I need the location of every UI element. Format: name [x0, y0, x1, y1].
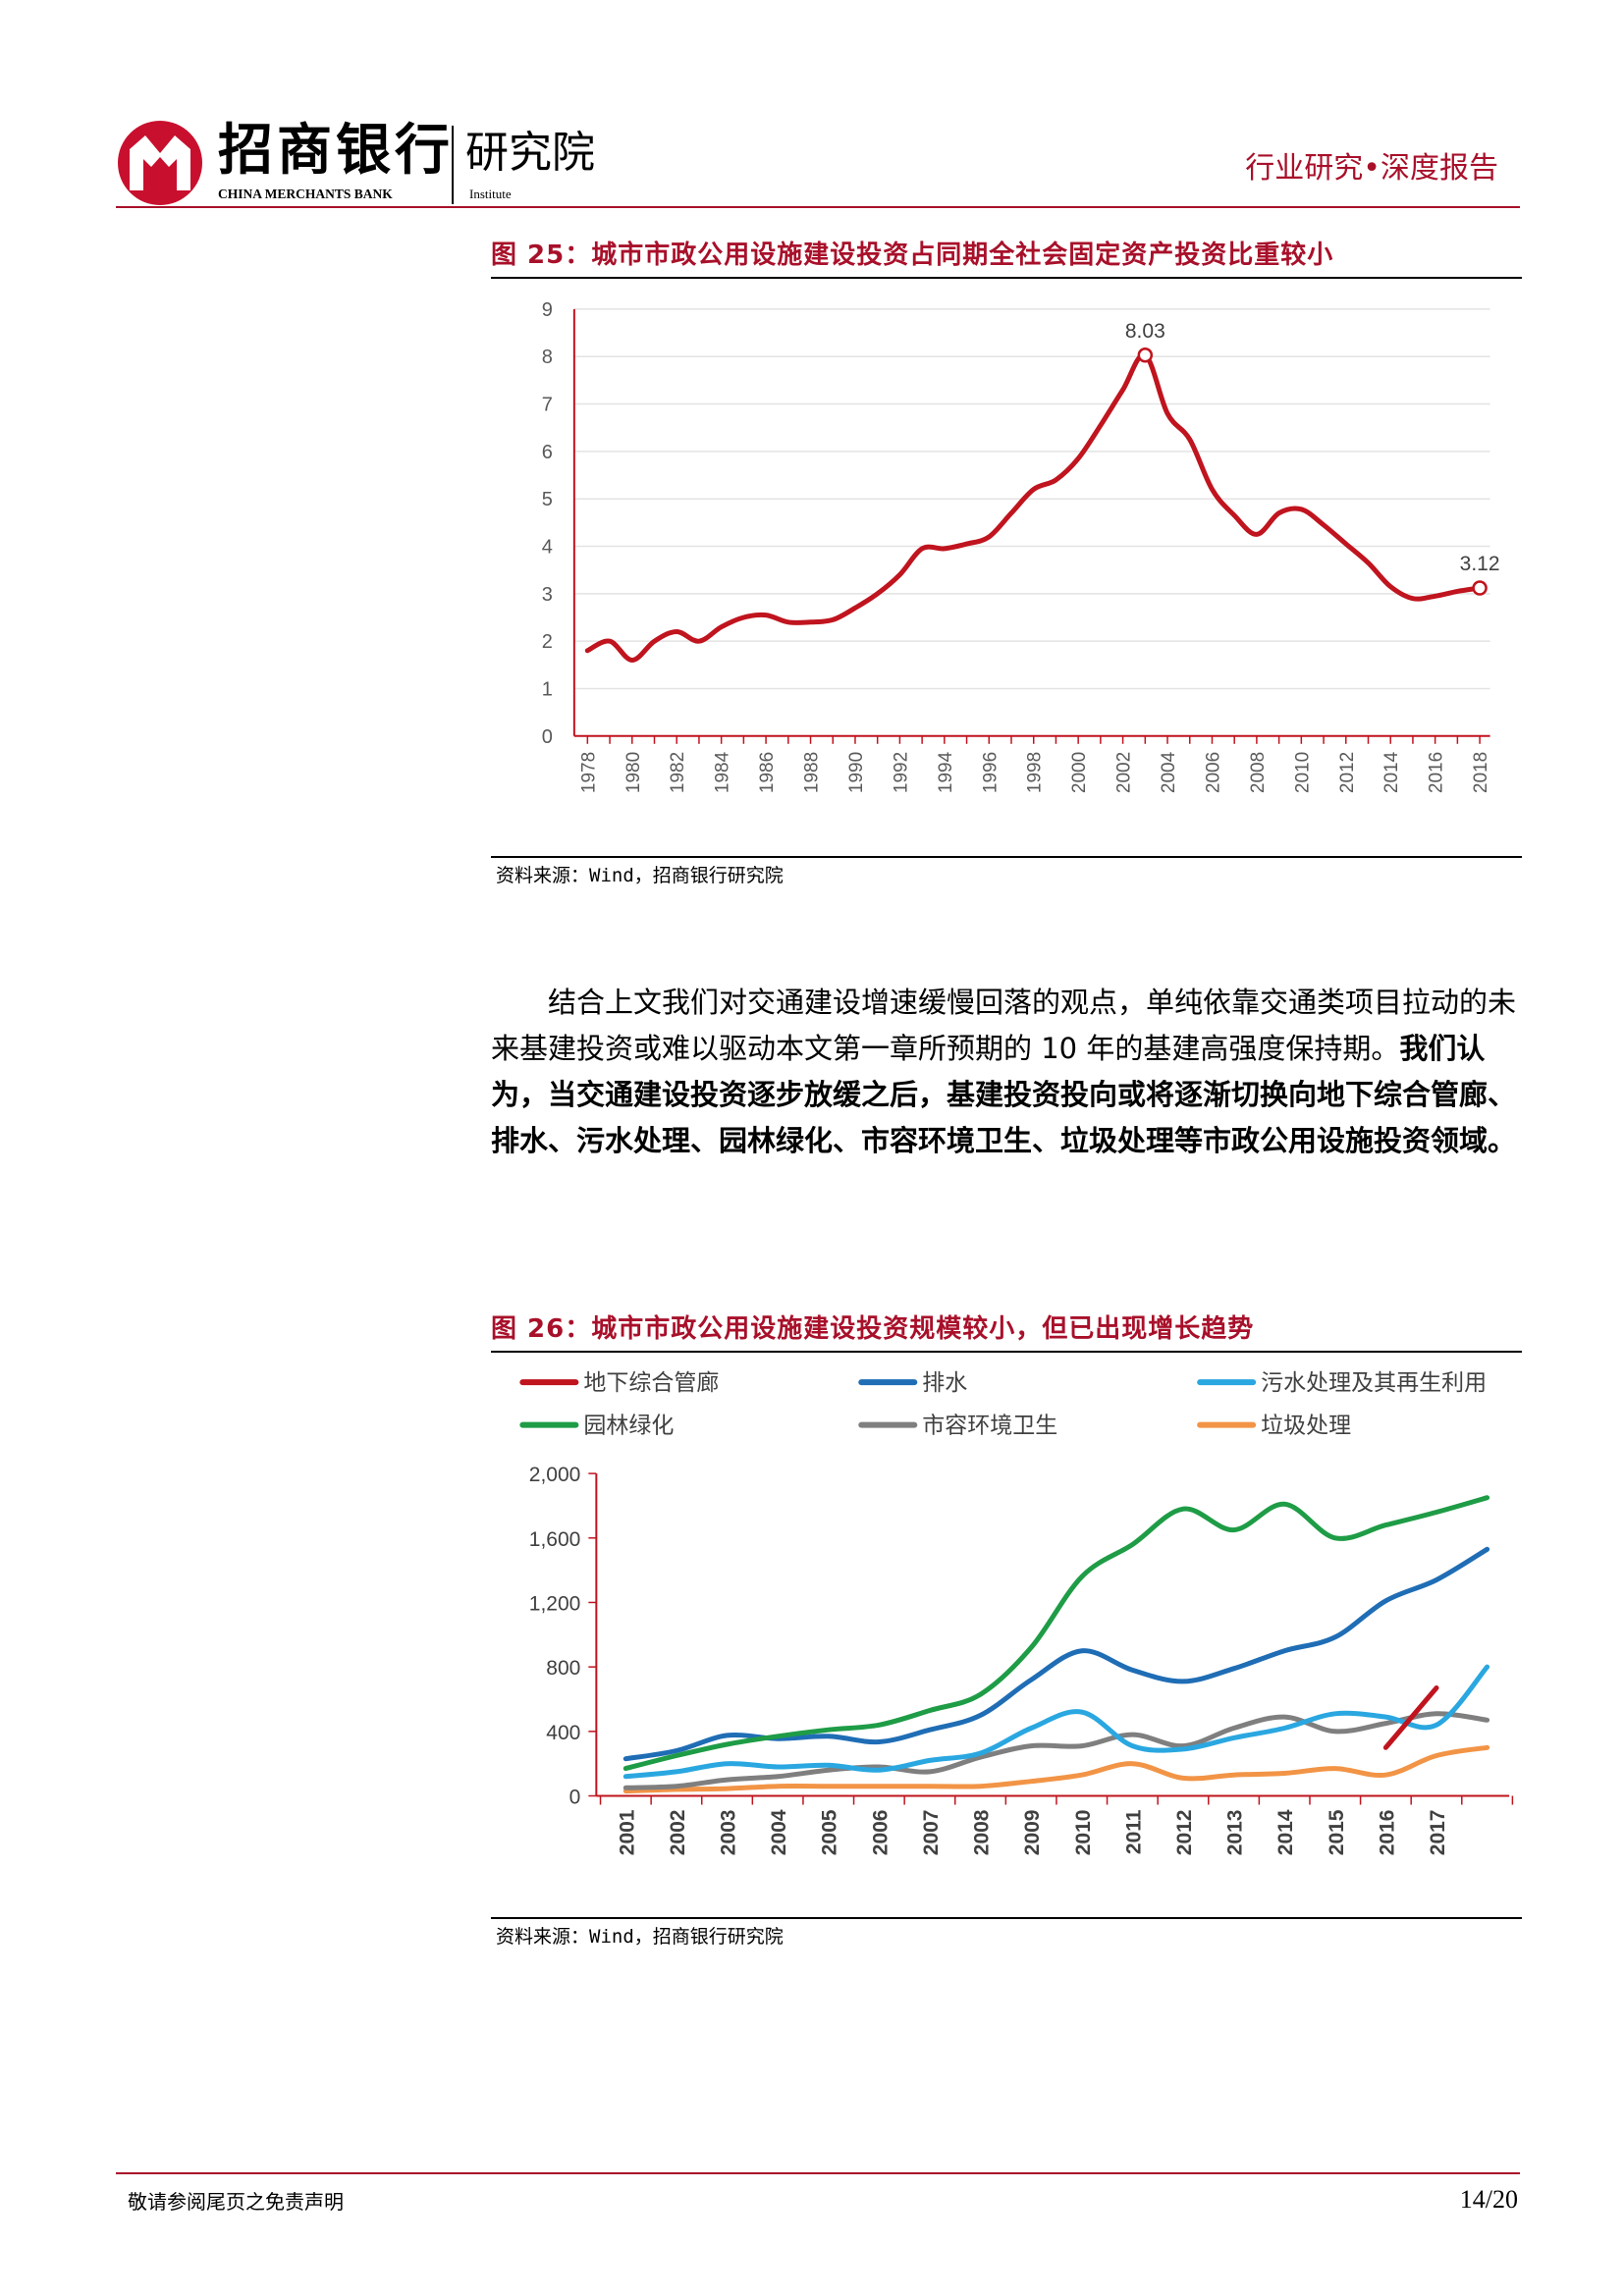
y-tick-label: 0 [569, 1787, 581, 1809]
x-tick-label: 2002 [667, 1810, 689, 1856]
body-paragraph: 结合上文我们对交通建设增速缓慢回落的观点，单纯依靠交通类项目拉动的未来基建投资或… [491, 980, 1526, 1164]
x-tick-label: 2004 [1159, 751, 1179, 793]
y-tick-label: 400 [546, 1722, 580, 1744]
figure-25-title: 图 25：城市市政公用设施建设投资占同期全社会固定资产投资比重较小 [491, 240, 1334, 270]
x-tick-label: 1984 [713, 751, 733, 793]
annotated-point [1472, 580, 1488, 596]
x-tick-label: 1996 [980, 752, 1001, 793]
series-line-investment-share [584, 352, 1483, 663]
figure-25-bottom-rule [491, 856, 1522, 858]
x-tick-label: 2006 [1203, 752, 1223, 793]
x-tick-label: 2013 [1224, 1810, 1247, 1856]
y-tick-label: 1,200 [529, 1592, 581, 1615]
legend-label: 地下综合管廊 [583, 1369, 719, 1395]
y-tick-label: 4 [542, 537, 553, 559]
institute-name-cn: 研究院 [465, 128, 595, 178]
header-divider [452, 126, 454, 204]
figure-25-source: 资料来源：Wind，招商银行研究院 [496, 865, 784, 886]
annotated-point [1137, 347, 1154, 363]
bank-logo-icon [118, 121, 202, 205]
x-tick-label: 2016 [1427, 752, 1447, 793]
x-tick-label: 1986 [757, 752, 778, 793]
paragraph-normal-text: 结合上文我们对交通建设增速缓慢回落的观点，单纯依靠交通类项目拉动的未来基建投资或… [491, 986, 1517, 1065]
legend-label: 市容环境卫生 [922, 1413, 1057, 1438]
x-tick-label: 2001 [616, 1809, 638, 1855]
y-tick-label: 8 [542, 347, 553, 368]
x-tick-label: 2014 [1274, 1809, 1297, 1855]
x-tick-label: 1982 [668, 752, 688, 793]
x-tick-label: 2018 [1471, 752, 1491, 793]
report-type-label: 行业研究•深度报告 [1245, 151, 1498, 186]
x-tick-label: 1988 [802, 752, 823, 793]
figure-26-title: 图 26：城市市政公用设施建设投资规模较小，但已出现增长趋势 [491, 1314, 1255, 1344]
y-tick-label: 5 [542, 489, 553, 510]
y-tick-label: 9 [542, 299, 553, 321]
x-tick-label: 2008 [1248, 752, 1269, 793]
x-tick-label: 1992 [891, 752, 911, 793]
x-tick-label: 1994 [936, 751, 956, 793]
x-tick-label: 2007 [920, 1810, 943, 1856]
x-tick-label: 2017 [1427, 1810, 1449, 1856]
figure-25-chart: 0 1 2 3 4 5 6 7 8 9 1978 1980 1982 1984 1986 1988 1990 19… [542, 299, 1500, 793]
header-rule [116, 206, 1520, 208]
x-tick-label: 2015 [1326, 1809, 1348, 1855]
y-tick-label: 6 [542, 442, 553, 463]
disclaimer-text: 敬请参阅尾页之免责声明 [128, 2190, 344, 2214]
legend-label: 污水处理及其再生利用 [1261, 1369, 1487, 1395]
x-tick-label: 2000 [1069, 752, 1090, 793]
y-tick-label: 1 [542, 678, 553, 700]
data-label: 3.12 [1460, 553, 1500, 575]
figure-26-bottom-rule [491, 1917, 1522, 1919]
y-tick-label: 3 [542, 584, 553, 606]
x-tick-label: 2014 [1381, 751, 1402, 793]
figure-25-top-rule [491, 277, 1522, 279]
x-tick-label: 2002 [1114, 752, 1135, 793]
brand-name-cn: 招商银行 [218, 118, 454, 183]
y-tick-label: 2,000 [529, 1464, 581, 1486]
x-tick-label: 2012 [1337, 752, 1358, 793]
x-tick-label: 1978 [578, 752, 599, 793]
page-number: 14/20 [1459, 2185, 1518, 2214]
institute-name-en: Institute [469, 187, 512, 201]
x-tick-label: 1980 [623, 752, 644, 793]
data-label: 8.03 [1125, 320, 1165, 343]
x-tick-label: 1990 [846, 752, 867, 793]
series-line-3 [623, 1495, 1490, 1772]
x-tick-label: 2006 [869, 1810, 892, 1856]
x-tick-label: 2003 [718, 1810, 740, 1856]
x-tick-label: 2008 [971, 1809, 994, 1855]
x-tick-label: 2005 [819, 1809, 841, 1855]
footer-rule [116, 2172, 1520, 2174]
x-tick-label: 2012 [1173, 1810, 1196, 1856]
y-tick-label: 800 [546, 1657, 580, 1680]
series-line-4 [623, 1711, 1490, 1790]
paragraph-bold-text: 我们认为，当交通建设投资逐步放缓之后，基建投资投向或将逐渐切换向地下综合管廊、排… [491, 1032, 1517, 1157]
y-tick-label: 7 [542, 395, 553, 416]
series-line-5 [623, 1744, 1490, 1794]
figure-26-source: 资料来源：Wind，招商银行研究院 [496, 1926, 784, 1948]
legend-label: 园林绿化 [583, 1413, 674, 1438]
x-tick-label: 2009 [1021, 1810, 1044, 1856]
x-tick-label: 2010 [1072, 1810, 1095, 1856]
legend-label: 排水 [922, 1369, 967, 1395]
y-tick-label: 2 [542, 631, 553, 653]
x-tick-label: 2011 [1122, 1809, 1145, 1854]
y-tick-label: 0 [542, 726, 553, 748]
legend-label: 垃圾处理 [1261, 1413, 1351, 1438]
x-tick-label: 2016 [1376, 1810, 1398, 1856]
y-tick-label: 1,600 [529, 1528, 581, 1551]
x-tick-label: 1998 [1025, 752, 1046, 793]
figure-26-top-rule [491, 1351, 1522, 1353]
x-tick-label: 2004 [768, 1809, 790, 1855]
brand-name-en: CHINA MERCHANTS BANK [218, 187, 393, 201]
x-tick-label: 2010 [1292, 752, 1313, 793]
series-line-2 [623, 1664, 1490, 1780]
series-line-0 [1382, 1685, 1439, 1750]
